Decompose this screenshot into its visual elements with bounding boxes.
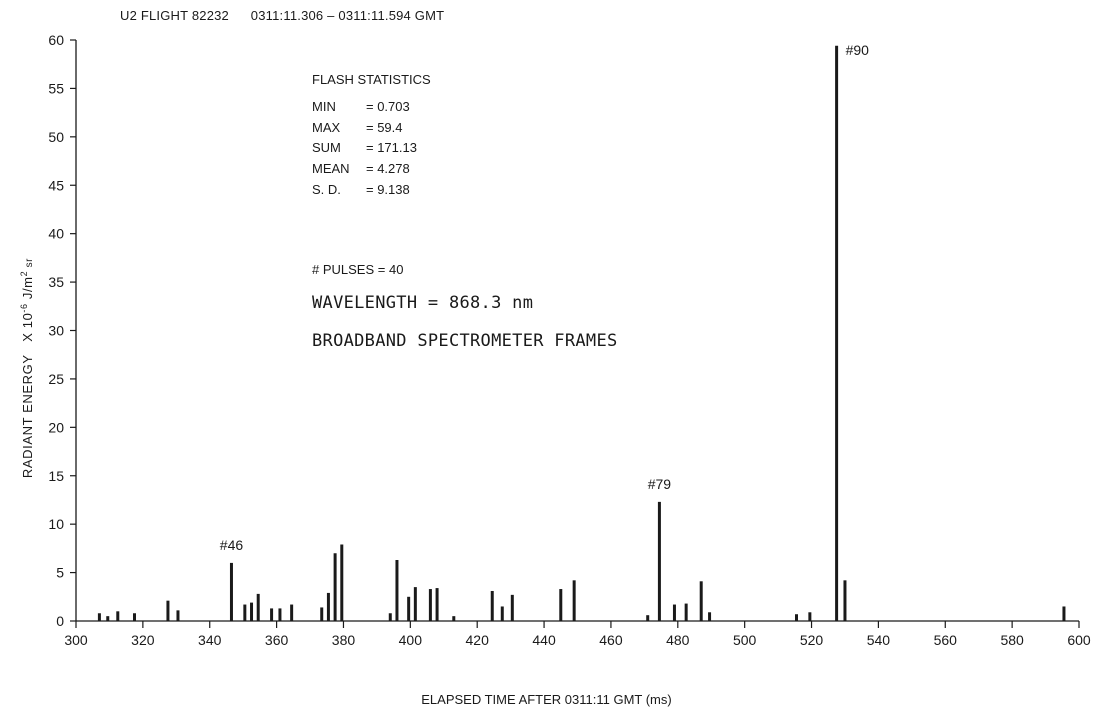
y-axis-label: RADIANT ENERGY X 10-6 J/m2 sr: [19, 258, 35, 478]
pulse-annotation: #90: [846, 42, 870, 58]
y-tick-label: 55: [48, 80, 64, 96]
x-tick-label: 600: [1067, 632, 1091, 648]
stats-value: = 9.138: [366, 181, 410, 197]
y-tick-label: 10: [48, 516, 64, 532]
wavelength-label: WAVELENGTH = 868.3 nm: [312, 293, 534, 313]
time-range-label: 0311:11.306 – 0311:11.594 GMT: [250, 8, 445, 23]
flash-statistics: FLASH STATISTICS MIN = 0.703 MAX = 59.4 …: [312, 70, 431, 201]
stats-row: SUM = 171.13: [312, 138, 431, 159]
stats-row: S. D. = 9.138: [312, 180, 431, 201]
flight-label: U2 FLIGHT 82232: [120, 8, 229, 23]
y-axis-label-unit3: sr: [24, 257, 36, 271]
x-tick-label: 460: [599, 632, 623, 648]
x-tick-label: 320: [131, 632, 155, 648]
y-tick-label: 30: [48, 323, 64, 339]
y-tick-label: 60: [48, 32, 64, 48]
stats-value: = 4.278: [366, 161, 410, 177]
stats-key: SUM: [312, 140, 341, 156]
y-axis-label-exp2: 2: [18, 270, 29, 277]
stats-value: = 171.13: [366, 140, 417, 156]
y-tick-label: 40: [48, 226, 64, 242]
y-axis-label-main: RADIANT ENERGY: [20, 354, 36, 479]
y-tick-label: 50: [48, 129, 64, 145]
chart-header: U2 FLIGHT 82232 0311:11.306 – 0311:11.59…: [120, 8, 462, 23]
y-tick-label: 35: [48, 274, 64, 290]
y-axis-label-unit2: J/m: [20, 276, 36, 304]
x-axis-label: ELAPSED TIME AFTER 0311:11 GMT (ms): [421, 692, 672, 707]
x-tick-label: 520: [800, 632, 824, 648]
y-tick-label: 45: [48, 177, 64, 193]
x-tick-label: 480: [666, 632, 690, 648]
frames-label: BROADBAND SPECTROMETER FRAMES: [312, 331, 618, 351]
stats-key: MIN: [312, 98, 336, 114]
y-tick-label: 15: [48, 468, 64, 484]
y-tick-label: 0: [56, 613, 64, 629]
x-tick-label: 340: [198, 632, 222, 648]
x-tick-label: 420: [466, 632, 490, 648]
y-axis-label-unit: X 10: [20, 312, 36, 342]
pulse-bars: [97, 45, 1066, 621]
ticks: 0 5 10 15 20 25 30 35 40 45 50 55 60 300 320 340 360 380 4…: [48, 32, 1090, 648]
stats-row: MAX = 59.4: [312, 118, 431, 139]
pulse-annotation: #79: [648, 476, 672, 492]
x-tick-label: 360: [265, 632, 289, 648]
y-tick-label: 20: [48, 419, 64, 435]
x-tick-label: 560: [934, 632, 958, 648]
pulse-annotations: #46 #79 #90: [220, 42, 869, 553]
x-tick-label: 500: [733, 632, 757, 648]
y-tick-label: 25: [48, 371, 64, 387]
pulse-annotation: #46: [220, 537, 244, 553]
stats-key: S. D.: [312, 181, 341, 197]
stats-key: MEAN: [312, 161, 350, 177]
x-tick-label: 580: [1000, 632, 1024, 648]
stats-key: MAX: [312, 119, 341, 135]
x-tick-label: 540: [867, 632, 891, 648]
stats-title: FLASH STATISTICS: [312, 72, 431, 87]
x-tick-label: 300: [64, 632, 88, 648]
y-axis-label-exp: -6: [18, 303, 29, 313]
stats-value: = 0.703: [366, 98, 410, 114]
y-tick-label: 5: [56, 565, 64, 581]
pulse-count: # PULSES = 40: [312, 262, 404, 277]
stats-row: MIN = 0.703: [312, 97, 431, 118]
stats-value: = 59.4: [366, 119, 403, 135]
x-tick-label: 380: [332, 632, 356, 648]
x-tick-label: 440: [532, 632, 556, 648]
stats-row: MEAN = 4.278: [312, 159, 431, 180]
x-tick-label: 400: [399, 632, 423, 648]
